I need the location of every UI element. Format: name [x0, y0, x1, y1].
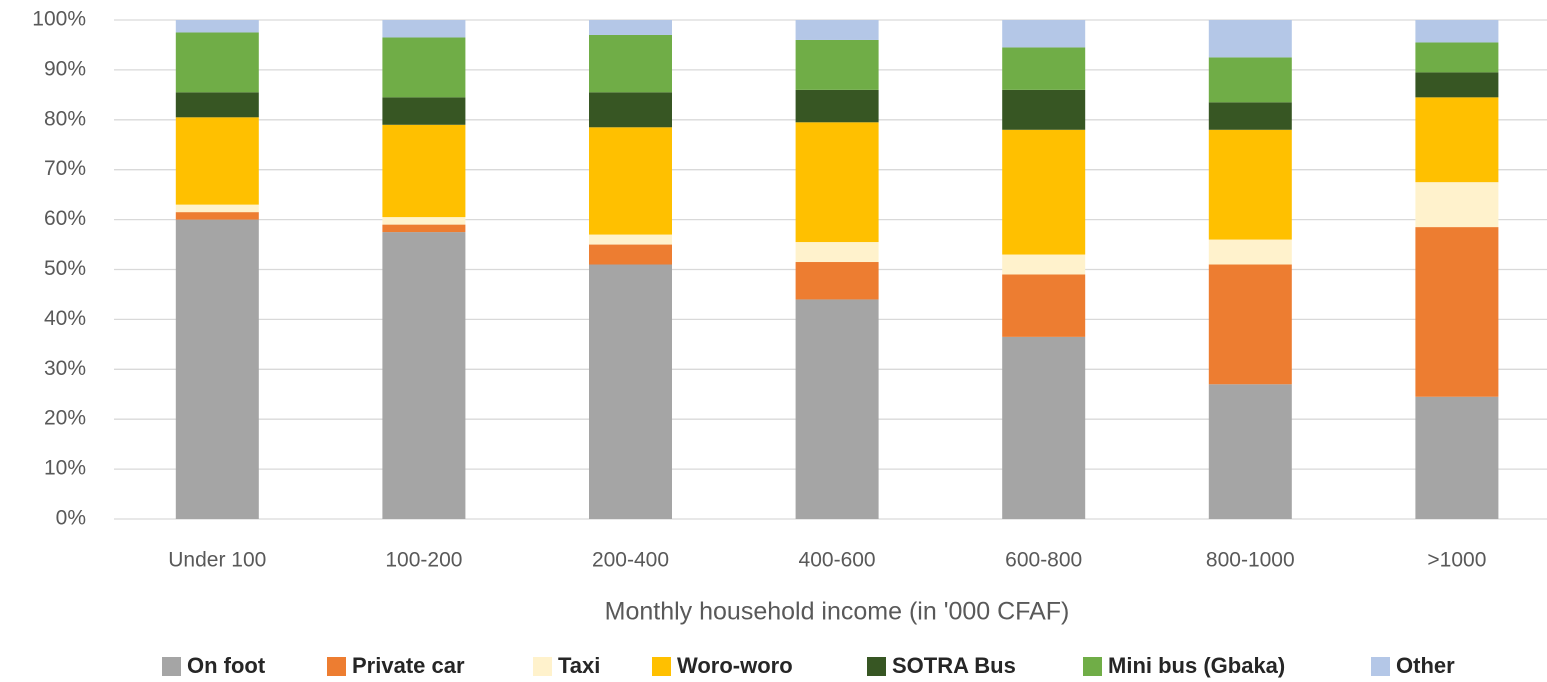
bar-segment	[1415, 72, 1499, 98]
y-tick-label: 30%	[44, 357, 86, 380]
bar-segment	[1002, 47, 1086, 90]
x-tick-label: Under 100	[168, 549, 266, 572]
bar-segment	[175, 32, 259, 93]
legend-swatch	[162, 657, 181, 676]
bar-segment	[1208, 57, 1292, 103]
bar-segment	[1002, 254, 1086, 275]
x-tick-label: 400-600	[799, 549, 876, 572]
bar-segment	[1415, 396, 1499, 519]
bar-segment	[795, 122, 879, 243]
legend-swatch	[652, 657, 671, 676]
bar-segment	[1002, 129, 1086, 255]
bar-segment	[1002, 20, 1086, 48]
bar-segment	[175, 219, 259, 519]
y-tick-label: 20%	[44, 407, 86, 430]
legend-swatch	[1371, 657, 1390, 676]
bar-segment	[795, 242, 879, 263]
y-tick-label: 10%	[44, 457, 86, 480]
x-axis-title: Monthly household income (in '000 CFAF)	[605, 598, 1070, 626]
bar-segment	[589, 92, 672, 128]
bar-segment	[589, 264, 672, 519]
legend-text: Private car	[352, 653, 465, 678]
bar-segment	[175, 117, 259, 205]
legend-text: Mini bus (Gbaka)	[1108, 653, 1285, 678]
bar-segment	[589, 127, 672, 235]
legend-swatch	[1083, 657, 1102, 676]
bar-segment	[382, 217, 466, 225]
legend-text: SOTRA Bus	[892, 653, 1016, 678]
y-tick-label: 60%	[44, 207, 86, 230]
legend-text: Taxi	[558, 653, 600, 678]
bar-segment	[382, 224, 466, 233]
legend-text: Woro-woro	[677, 653, 793, 678]
bar-segment	[1208, 384, 1292, 519]
bar-segment	[1208, 20, 1292, 58]
bar-segment	[1415, 42, 1499, 73]
bar-segment	[589, 234, 672, 245]
bar-segment	[1002, 89, 1086, 130]
x-tick-label: 600-800	[1005, 549, 1082, 572]
bar-segment	[1002, 274, 1086, 337]
y-tick-label: 50%	[44, 257, 86, 280]
y-tick-label: 80%	[44, 107, 86, 130]
bar-segment	[1002, 336, 1086, 519]
bar-segment	[1208, 102, 1292, 130]
bar-segment	[382, 20, 466, 38]
bar-segment	[382, 97, 466, 125]
legend-swatch	[867, 657, 886, 676]
bar-segment	[589, 244, 672, 265]
bar-segment	[1415, 182, 1499, 228]
bar-segment	[175, 212, 259, 220]
legend-text: Other	[1396, 653, 1455, 678]
x-tick-label: >1000	[1427, 549, 1486, 572]
bar-segment	[795, 39, 879, 90]
bar-segment	[1208, 264, 1292, 385]
bar-segment	[589, 34, 672, 93]
y-tick-label: 70%	[44, 157, 86, 180]
y-tick-label: 40%	[44, 307, 86, 330]
bar-segment	[175, 204, 259, 213]
y-tick-label: 100%	[32, 8, 86, 31]
x-tick-label: 200-400	[592, 549, 669, 572]
bar-segment	[1415, 97, 1499, 183]
bar-segment	[795, 262, 879, 300]
bar-segment	[175, 20, 259, 33]
bar-segment	[1208, 129, 1292, 240]
bar-segment	[382, 232, 466, 519]
bar-segment	[382, 124, 466, 218]
y-tick-label: 0%	[56, 507, 86, 530]
bar-segment	[795, 89, 879, 123]
legend-text: On foot	[187, 653, 266, 678]
legend-swatch	[533, 657, 552, 676]
bar-segment	[795, 20, 879, 40]
y-tick-label: 90%	[44, 57, 86, 80]
bar-segment	[382, 37, 466, 98]
bar-segment	[1415, 227, 1499, 397]
bar-segment	[589, 20, 672, 35]
x-tick-label: 800-1000	[1206, 549, 1295, 572]
bar-segment	[175, 92, 259, 118]
legend-swatch	[327, 657, 346, 676]
x-tick-label: 100-200	[385, 549, 462, 572]
bar-segment	[1415, 20, 1499, 43]
bar-segment	[1208, 239, 1292, 265]
bar-segment	[795, 299, 879, 519]
